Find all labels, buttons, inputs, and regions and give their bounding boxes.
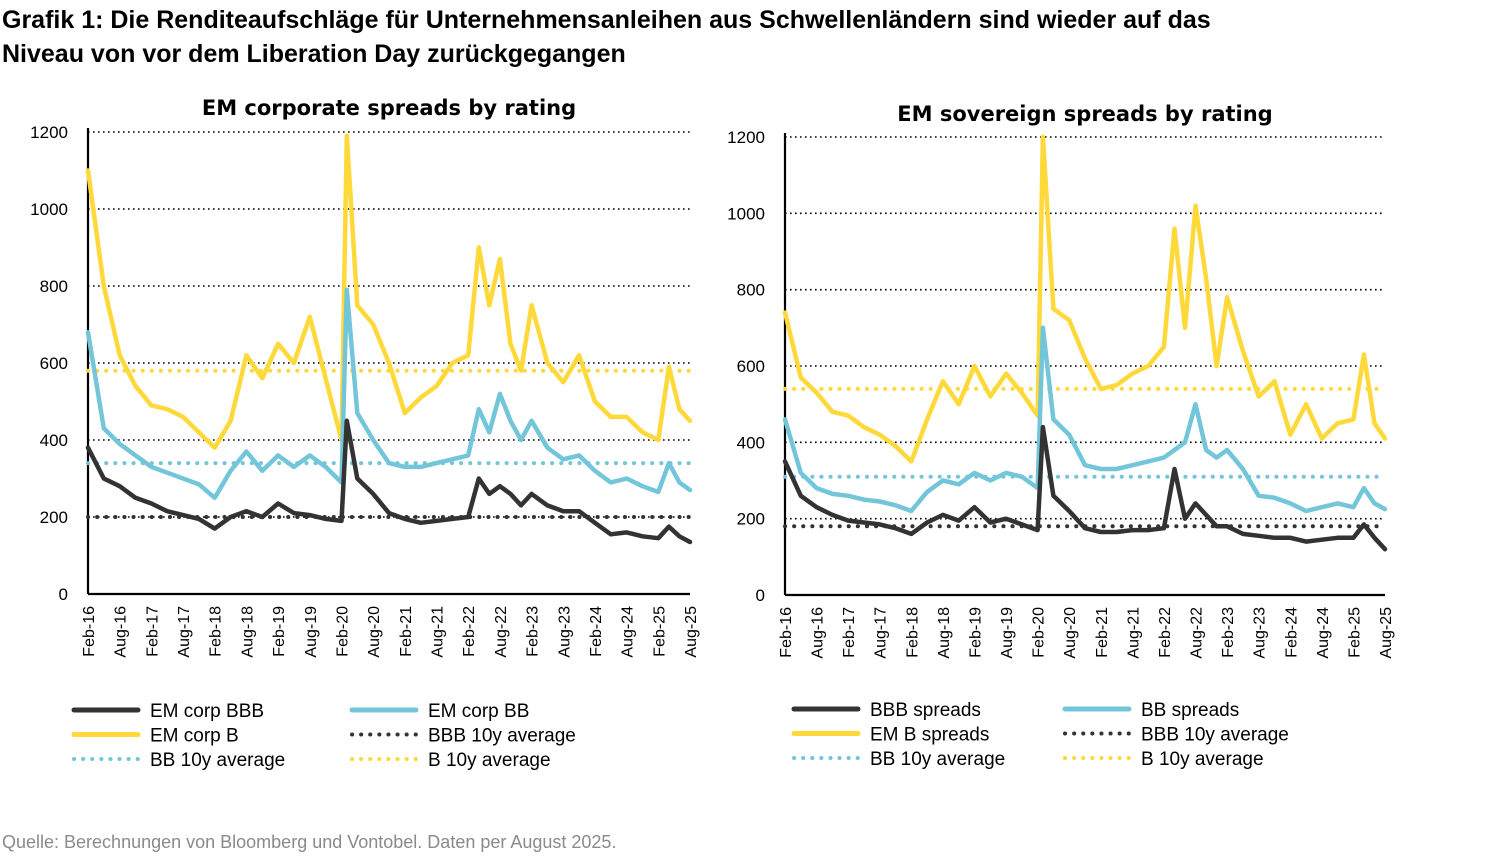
x-tick-label: Feb-23 (1220, 607, 1237, 658)
x-tick-label: Aug-19 (999, 607, 1016, 659)
x-tick-label: Aug-16 (810, 607, 827, 659)
x-tick-label: Feb-25 (1346, 607, 1363, 658)
legend-label: EM B spreads (870, 725, 989, 746)
x-tick-label: Feb-18 (904, 607, 921, 658)
x-tick-label: Feb-24 (588, 606, 605, 657)
x-tick-label: Aug-17 (873, 607, 890, 659)
figure-title-line-2: Niveau von vor dem Liberation Day zurück… (2, 40, 626, 68)
y-tick-label: 400 (40, 431, 68, 450)
series-line-bb-spreads (782, 325, 1388, 514)
x-tick-label: Feb-20 (1031, 607, 1048, 658)
y-tick-label: 1000 (727, 204, 765, 223)
y-tick-label: 0 (59, 585, 68, 604)
legend-label: BBB 10y average (428, 726, 576, 747)
x-tick-label: Aug-17 (176, 606, 193, 658)
y-tick-label: 1200 (30, 123, 68, 142)
figure-title-line-1: Grafik 1: Die Renditeaufschläge für Unte… (2, 6, 1211, 34)
x-tick-label: Aug-20 (366, 606, 383, 658)
panel-title: EM sovereign spreads by rating (897, 102, 1272, 126)
x-tick-label: Aug-19 (303, 606, 320, 658)
x-tick-label: Feb-19 (968, 607, 985, 658)
x-tick-label: Aug-21 (1125, 607, 1142, 659)
x-tick-label: Aug-24 (1315, 607, 1332, 659)
legend-label: BBB 10y average (1141, 725, 1289, 746)
sovereign-spreads-chart: EM sovereign spreads by rating 0 200 400 600… (727, 102, 1395, 770)
legend-label: BB spreads (1141, 700, 1239, 721)
y-tick-label: 200 (737, 510, 765, 529)
x-tick-label: Feb-24 (1283, 607, 1300, 658)
y-tick-label: 800 (40, 277, 68, 296)
legend-label: BBB spreads (870, 700, 981, 721)
x-tick-label: Feb-19 (271, 606, 288, 657)
legend-label: EM corp BBB (150, 701, 264, 722)
corporate-spreads-chart: EM corporate spreads by rating 0 200 400 600… (30, 96, 700, 771)
x-tick-label: Feb-17 (841, 607, 858, 658)
figure-title: Grafik 1: Die Renditeaufschläge für Unte… (2, 3, 1482, 71)
x-tick-label: Aug-21 (430, 606, 447, 658)
x-tick-label: Aug-16 (113, 606, 130, 658)
x-tick-label: Aug-23 (556, 606, 573, 658)
series-line-em-b-spreads (782, 134, 1388, 464)
x-tick-label: Feb-22 (1157, 607, 1174, 658)
x-tick-label: Aug-23 (1252, 607, 1269, 659)
x-tick-label: Feb-21 (1094, 607, 1111, 658)
y-tick-label: 0 (756, 586, 765, 605)
y-tick-label: 800 (737, 281, 765, 300)
x-tick-label: Aug-22 (1189, 607, 1206, 659)
legend-label: EM corp BB (428, 701, 529, 722)
series-line-bbb-spreads (782, 424, 1388, 552)
x-tick-label: Feb-17 (144, 606, 161, 657)
legend-label: EM corp B (150, 726, 239, 747)
x-tick-label: Feb-20 (335, 606, 352, 657)
x-tick-label: Feb-25 (651, 606, 668, 657)
y-tick-label: 200 (40, 508, 68, 527)
legend-label: BB 10y average (150, 750, 285, 771)
x-tick-label: Aug-22 (493, 606, 510, 658)
y-tick-label: 600 (40, 354, 68, 373)
x-tick-label: Aug-25 (683, 606, 700, 658)
legend-label: BB 10y average (870, 749, 1005, 770)
y-tick-label: 1000 (30, 200, 68, 219)
y-tick-label: 400 (737, 433, 765, 452)
x-tick-label: Feb-23 (525, 606, 542, 657)
source-note: Quelle: Berechnungen von Bloomberg und V… (2, 832, 617, 852)
legend-label: B 10y average (428, 750, 551, 771)
y-tick-label: 600 (737, 357, 765, 376)
panel-title: EM corporate spreads by rating (202, 96, 576, 120)
y-tick-label: 1200 (727, 128, 765, 147)
x-tick-label: Aug-25 (1378, 607, 1395, 659)
x-tick-label: Feb-16 (778, 607, 795, 658)
x-tick-label: Aug-20 (1062, 607, 1079, 659)
x-tick-label: Feb-18 (208, 606, 225, 657)
x-tick-label: Aug-24 (620, 606, 637, 658)
x-tick-label: Feb-16 (81, 606, 98, 657)
legend-label: B 10y average (1141, 749, 1264, 770)
x-tick-label: Aug-18 (239, 606, 256, 658)
x-tick-label: Feb-21 (398, 606, 415, 657)
series-line-em-corp-bb (85, 287, 693, 501)
x-tick-label: Aug-18 (936, 607, 953, 659)
series-line-em-corp-b (85, 133, 693, 450)
x-tick-label: Feb-22 (461, 606, 478, 657)
series-line-em-corp-bbb (85, 418, 693, 545)
